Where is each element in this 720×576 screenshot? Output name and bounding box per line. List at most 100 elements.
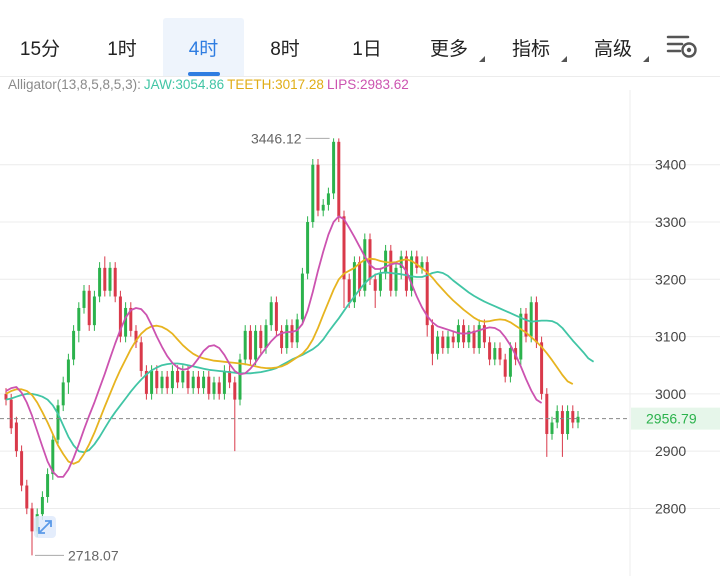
candle-body[interactable] [30,508,34,532]
candle-body[interactable] [222,370,226,394]
candle-body[interactable] [306,222,310,274]
candle-body[interactable] [87,290,91,326]
tab-7[interactable]: 高级 [573,18,653,76]
candle-body[interactable] [488,342,492,360]
candle-body[interactable] [576,416,580,423]
candle-body[interactable] [519,313,523,360]
candle-body[interactable] [482,325,486,343]
candle-body[interactable] [425,262,429,326]
candle-body[interactable] [347,279,351,303]
candle-body[interactable] [243,330,247,360]
candle-body[interactable] [25,485,29,509]
candle-body[interactable] [264,325,268,349]
candle-body[interactable] [82,290,86,308]
candle-body[interactable] [186,370,190,389]
candle-body[interactable] [113,267,117,297]
candle-body[interactable] [191,376,195,389]
candle-body[interactable] [233,382,237,400]
candle-body[interactable] [540,342,544,394]
candle-body[interactable] [332,141,336,194]
candle-body[interactable] [61,382,65,406]
candle-body[interactable] [430,325,434,354]
candle-body[interactable] [467,330,471,343]
candle-body[interactable] [441,336,445,349]
tab-0[interactable]: 15分 [0,18,80,76]
candle-body[interactable] [534,302,538,343]
candle-body[interactable] [337,141,341,217]
candle-body[interactable] [77,307,81,331]
candle-body[interactable] [124,307,128,337]
tab-4[interactable]: 1日 [327,18,407,76]
candle-body[interactable] [259,330,263,349]
candle-body[interactable] [40,496,44,515]
candle-body[interactable] [508,348,512,377]
candle-body[interactable] [399,256,403,268]
candle-body[interactable] [212,382,216,394]
candle-body[interactable] [524,313,528,337]
candle-body[interactable] [176,370,180,383]
candle-body[interactable] [217,382,221,394]
candle-body[interactable] [555,411,559,423]
candle-body[interactable] [545,393,549,434]
candle-body[interactable] [436,336,440,354]
candle-body[interactable] [358,262,362,291]
candle-body[interactable] [150,370,154,394]
candle-body[interactable] [451,336,455,343]
candle-body[interactable] [51,439,55,475]
candle-body[interactable] [550,422,554,434]
candle-body[interactable] [560,411,564,434]
candle-body[interactable] [92,296,96,326]
candle-body[interactable] [274,302,278,331]
candle-body[interactable] [4,393,8,400]
candle-body[interactable] [410,256,414,291]
candle-body[interactable] [326,193,330,205]
candle-body[interactable] [160,376,164,389]
tab-5[interactable]: 更多 [409,18,489,76]
candle-body[interactable] [316,164,320,211]
candle-body[interactable] [394,267,398,291]
tab-3[interactable]: 8时 [245,18,325,76]
candle-body[interactable] [14,422,18,452]
candle-body[interactable] [181,370,185,383]
tab-1[interactable]: 1时 [82,18,162,76]
candle-body[interactable] [342,216,346,280]
candle-body[interactable] [378,273,382,291]
candle-body[interactable] [493,348,497,360]
candle-body[interactable] [238,359,242,400]
candle-body[interactable] [165,376,169,389]
candle-body[interactable] [72,330,76,360]
candle-body[interactable] [503,359,507,377]
candle-body[interactable] [118,296,122,337]
candle-body[interactable] [196,376,200,389]
candle-body[interactable] [415,256,419,268]
candle-body[interactable] [311,164,315,223]
candle-body[interactable] [20,451,24,486]
candle-body[interactable] [46,474,50,497]
candle-body[interactable] [228,370,232,383]
candle-body[interactable] [108,267,112,291]
candle-body[interactable] [129,307,133,331]
candle-body[interactable] [389,250,393,291]
candle-body[interactable] [477,325,481,349]
candle-body[interactable] [139,342,143,371]
candle-body[interactable] [280,330,284,349]
candle-body[interactable] [420,262,424,268]
candle-body[interactable] [373,279,377,291]
candle-body[interactable] [144,370,148,394]
candle-body[interactable] [446,336,450,349]
candle-body[interactable] [254,330,258,360]
candle-body[interactable] [363,239,367,291]
tab-2[interactable]: 4时 [163,18,244,76]
candle-body[interactable] [571,411,575,423]
candle-body[interactable] [472,330,476,349]
candle-body[interactable] [134,330,138,343]
candle-body[interactable] [9,399,13,429]
candlestick-chart[interactable]: 2800 2900 3000 3100 3200 3300 3400 2956.79 3446.… [0,90,720,576]
candle-body[interactable] [56,405,60,440]
candle-body[interactable] [290,325,294,343]
candle-body[interactable] [498,348,502,360]
candle-body[interactable] [285,325,289,349]
candle-body[interactable] [248,330,252,360]
candle-body[interactable] [352,262,356,303]
chart-settings-button[interactable] [666,32,698,60]
